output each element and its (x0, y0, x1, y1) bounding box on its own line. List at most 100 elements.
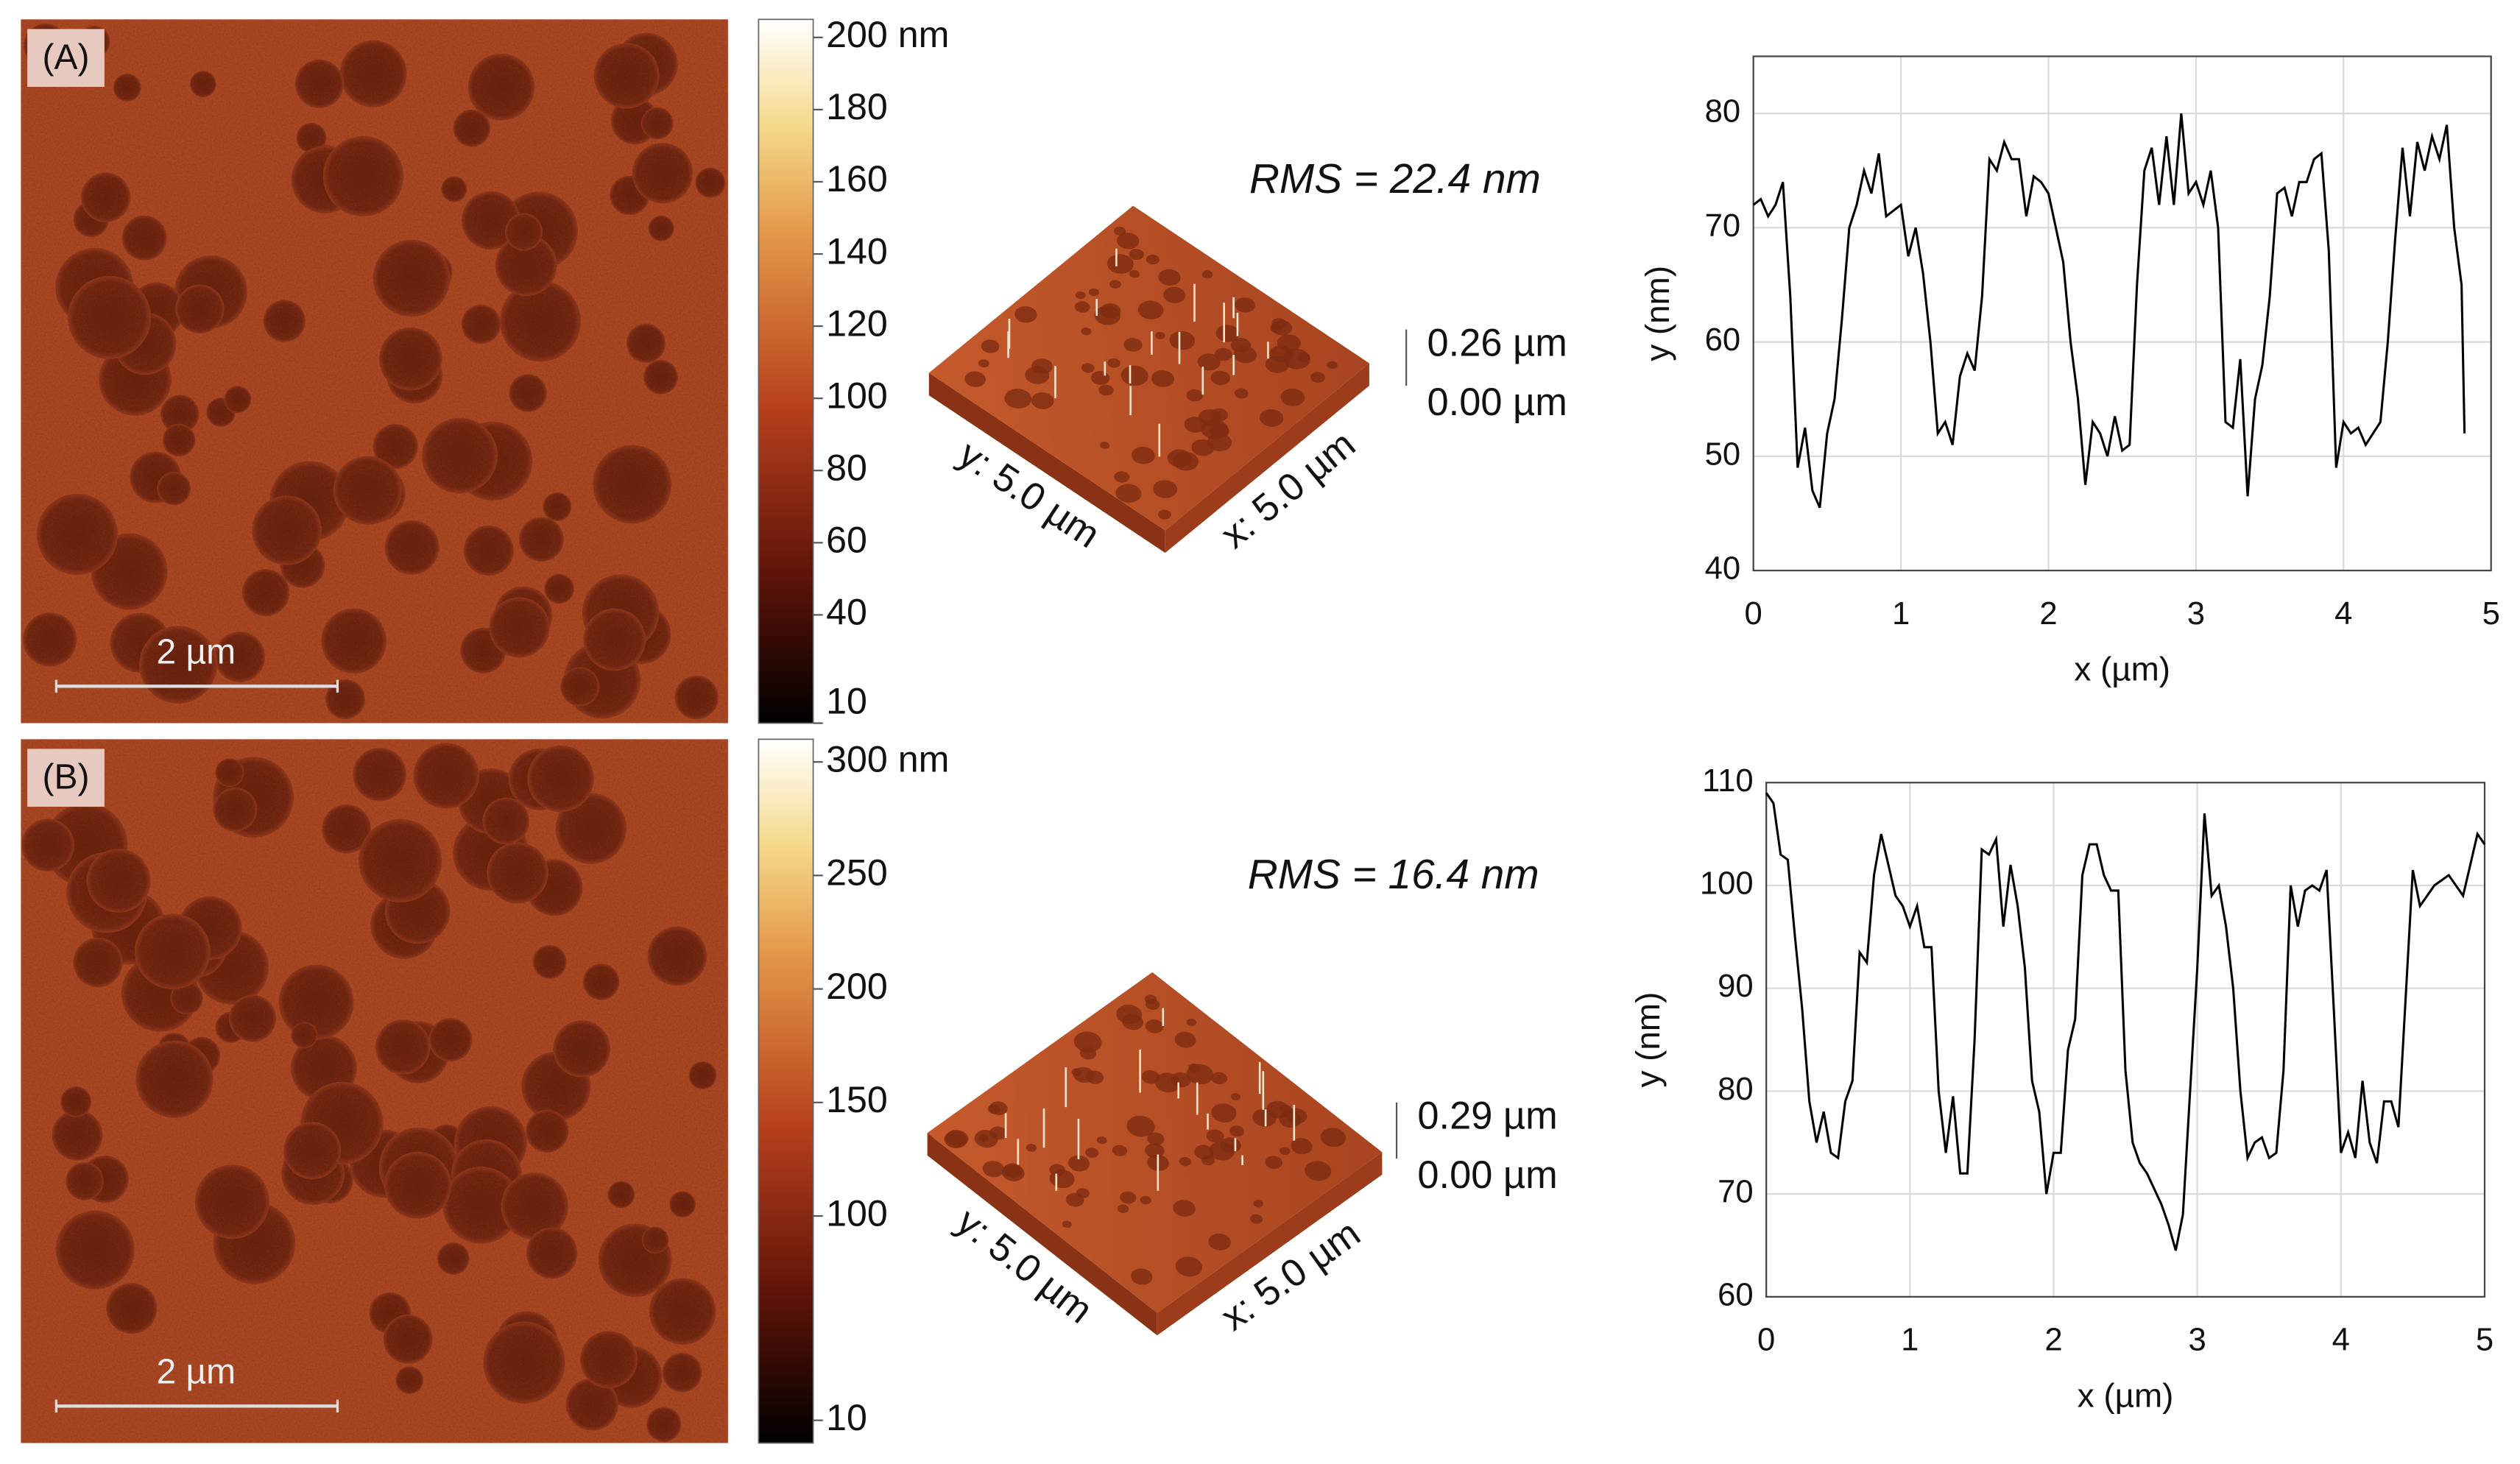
surface-pit (1129, 269, 1140, 278)
surface-pit (1120, 1191, 1137, 1204)
surface-pit (1163, 286, 1186, 303)
surface-pit (1233, 346, 1257, 364)
afm-pit (378, 327, 442, 391)
afm-pit (80, 172, 131, 222)
surface-side (1165, 363, 1369, 554)
surface-pit (1173, 451, 1199, 471)
surface-pit (989, 1101, 1008, 1115)
rms-label: RMS = 22.4 nm (1249, 156, 1541, 202)
colorbar-tick-label: 200 nm (826, 14, 949, 55)
surface-top (928, 205, 1369, 531)
afm-pit (648, 215, 674, 241)
surface-pit (1151, 369, 1175, 387)
afm-pit (373, 239, 451, 317)
afm-pit (641, 1226, 669, 1253)
afm-pit (86, 849, 151, 913)
afm-pit (626, 323, 666, 363)
afm-pit (461, 304, 501, 344)
afm-pit (322, 135, 404, 217)
afm-pit (453, 109, 491, 147)
afm-pit (170, 981, 203, 1015)
surface-pit (1003, 1163, 1023, 1178)
surface-pit (1062, 1220, 1072, 1228)
afm-pit (106, 1283, 158, 1334)
afm-pit (632, 143, 693, 204)
afm-pit (495, 234, 557, 297)
afm-pit (194, 1164, 269, 1240)
x-axis-label: x (µm) (2078, 1376, 2174, 1414)
afm-pit (579, 1331, 638, 1389)
y-tick-label: 80 (1718, 1071, 1754, 1107)
afm-pit (688, 1061, 717, 1089)
surface-z-min: 0.00 µm (1427, 381, 1567, 424)
afm-pit (134, 913, 211, 990)
surface-pit (1131, 446, 1155, 464)
y-tick-label: 70 (1705, 208, 1741, 244)
colorbar-tick-label: 80 (826, 448, 867, 489)
surface-pit (1310, 372, 1325, 383)
surface-pit (1157, 509, 1171, 520)
afm-pit (649, 1278, 716, 1345)
afm-pit (647, 926, 707, 986)
y-tick-label: 60 (1718, 1276, 1754, 1312)
x-tick-label: 3 (2187, 595, 2205, 632)
x-tick-label: 0 (1757, 1321, 1775, 1357)
afm-pit (582, 963, 620, 1000)
afm-pit (215, 758, 244, 788)
afm-pit (160, 395, 200, 434)
surface-pit (978, 1134, 989, 1142)
y-tick-label: 60 (1705, 322, 1741, 358)
surface-pit (1206, 1129, 1224, 1143)
afm-pit (489, 597, 550, 658)
afm-pit (291, 1022, 318, 1049)
afm-pit (695, 167, 726, 198)
surface-pit (1265, 356, 1289, 373)
y-axis-label: y (nm) (1629, 992, 1667, 1088)
afm-pit (162, 423, 196, 457)
surface-pit (1154, 1072, 1182, 1093)
surface-pit (1252, 1108, 1277, 1127)
colorbar-tick-label: 200 (826, 966, 888, 1007)
label-box (27, 29, 105, 88)
afm-pit (52, 1109, 103, 1161)
afm-pit (157, 471, 191, 506)
colorbar-tick-label: 60 (826, 520, 867, 561)
surface-pit (1173, 1200, 1196, 1217)
surface-pit (1199, 409, 1222, 426)
afm-pit (353, 747, 406, 802)
surface-pit (1211, 1072, 1228, 1085)
afm-pit (467, 53, 535, 121)
surface-pit (1131, 1268, 1153, 1285)
colorbar-tick-label: 40 (826, 592, 867, 633)
surface-pit (1107, 254, 1134, 274)
afm-pit (463, 525, 514, 576)
afm-pit (532, 944, 567, 979)
surface-pit (1073, 1031, 1102, 1053)
surface-pit (1137, 300, 1164, 319)
afm-pit (583, 608, 646, 671)
surface-pit (1207, 433, 1232, 451)
afm-pit (322, 804, 371, 854)
surface-side (1157, 1152, 1383, 1336)
surface-pit (1081, 363, 1095, 373)
afm-pit (487, 842, 548, 904)
afm-pit (646, 1407, 682, 1442)
surface-pit (1158, 269, 1181, 286)
surface-pit (1215, 325, 1240, 342)
surface-pit (1194, 1145, 1214, 1160)
x-tick-label: 5 (2482, 595, 2500, 632)
x-tick-label: 1 (1901, 1321, 1919, 1357)
panel-label: (A) (42, 38, 89, 77)
surface-pit (1215, 347, 1232, 361)
surface-pit (1109, 280, 1121, 289)
afm-pit (333, 456, 403, 525)
surface-pit (1305, 1161, 1332, 1181)
surface-pit (1209, 1141, 1235, 1161)
afm-pit (441, 176, 467, 202)
surface-pit (1117, 1204, 1129, 1214)
y-tick-label: 80 (1705, 93, 1741, 130)
surface-pit (1320, 1128, 1347, 1147)
afm-pit (68, 275, 152, 359)
surface-pit (1114, 471, 1130, 483)
surface-pit (1174, 1031, 1196, 1048)
